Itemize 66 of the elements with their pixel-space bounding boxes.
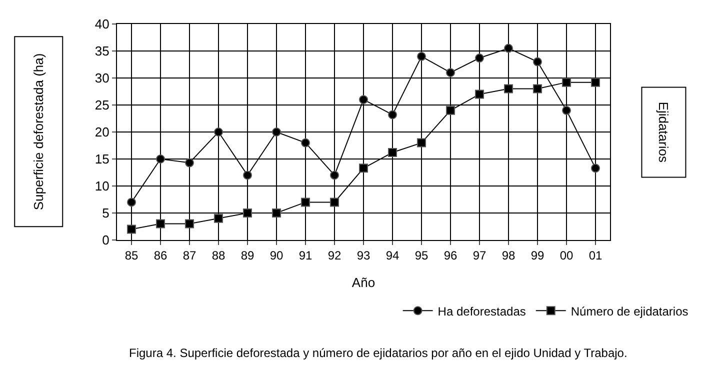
y-tick-label: 5	[102, 206, 110, 221]
point	[214, 214, 223, 223]
point	[504, 44, 513, 53]
point	[214, 128, 223, 136]
x-tick-label: 01	[588, 248, 602, 262]
point	[417, 52, 426, 61]
x-tick-label: 90	[270, 248, 284, 262]
x-tick-label: 97	[472, 248, 486, 262]
point	[272, 208, 281, 218]
legend-label: Número de ejidatarios	[570, 304, 688, 318]
point	[185, 158, 194, 168]
x-tick-label: 91	[298, 248, 312, 262]
text: Ejidatarios	[656, 102, 672, 163]
text: Figura 4. Superficie deforestada y número de ejidatarios por año en el ejido Unidad y Trabajo.	[129, 346, 628, 360]
x-tick-label: 86	[154, 248, 168, 262]
point	[185, 219, 194, 228]
point	[417, 138, 426, 148]
y-tick-label: 10	[94, 178, 110, 194]
x-tick-label: 98	[502, 248, 516, 262]
point	[591, 78, 600, 87]
point	[533, 57, 542, 66]
y-tick-label: 40	[94, 16, 110, 32]
point	[388, 148, 397, 158]
point	[359, 95, 368, 104]
point	[475, 90, 484, 99]
point	[243, 170, 252, 180]
y-tick-label: 25	[94, 98, 110, 113]
y-axis-title: Superficie deforestada (ha)	[31, 53, 46, 210]
x-tick-label: 87	[182, 248, 196, 262]
y-tick-label: 15	[94, 152, 110, 167]
point	[562, 106, 571, 115]
point	[301, 198, 310, 207]
y-tick-label: 35	[94, 44, 110, 59]
legend-label: Ha deforestadas	[438, 304, 526, 318]
x-tick-label: 96	[444, 248, 458, 262]
point	[330, 170, 339, 180]
x-tick-label: 93	[356, 248, 370, 262]
point	[504, 84, 513, 94]
y-tick-label: 0	[102, 232, 110, 248]
point	[446, 106, 455, 115]
x-tick-label: 89	[240, 248, 254, 262]
point	[156, 154, 165, 164]
point	[272, 128, 281, 136]
x-tick-label: 92	[328, 248, 342, 262]
x-tick-label: 94	[386, 248, 400, 262]
x-axis-title: Año	[352, 275, 376, 290]
point	[243, 208, 252, 218]
x-tick-label: 95	[414, 248, 428, 262]
x-tick-label: 85	[124, 248, 138, 262]
point	[127, 224, 136, 234]
y-tick-label: 20	[94, 124, 110, 140]
x-tick-label: 99	[530, 248, 544, 262]
point	[359, 164, 368, 173]
point	[301, 138, 310, 148]
point	[562, 78, 571, 87]
point	[591, 164, 600, 173]
x-tick-label: 00	[560, 248, 574, 262]
point	[533, 84, 542, 94]
point	[156, 219, 165, 228]
point	[446, 68, 455, 78]
point	[475, 54, 484, 63]
point	[127, 198, 136, 207]
x-tick-label: 88	[212, 248, 226, 262]
point	[330, 198, 339, 207]
y-tick-label: 30	[94, 70, 110, 86]
point	[388, 110, 397, 120]
